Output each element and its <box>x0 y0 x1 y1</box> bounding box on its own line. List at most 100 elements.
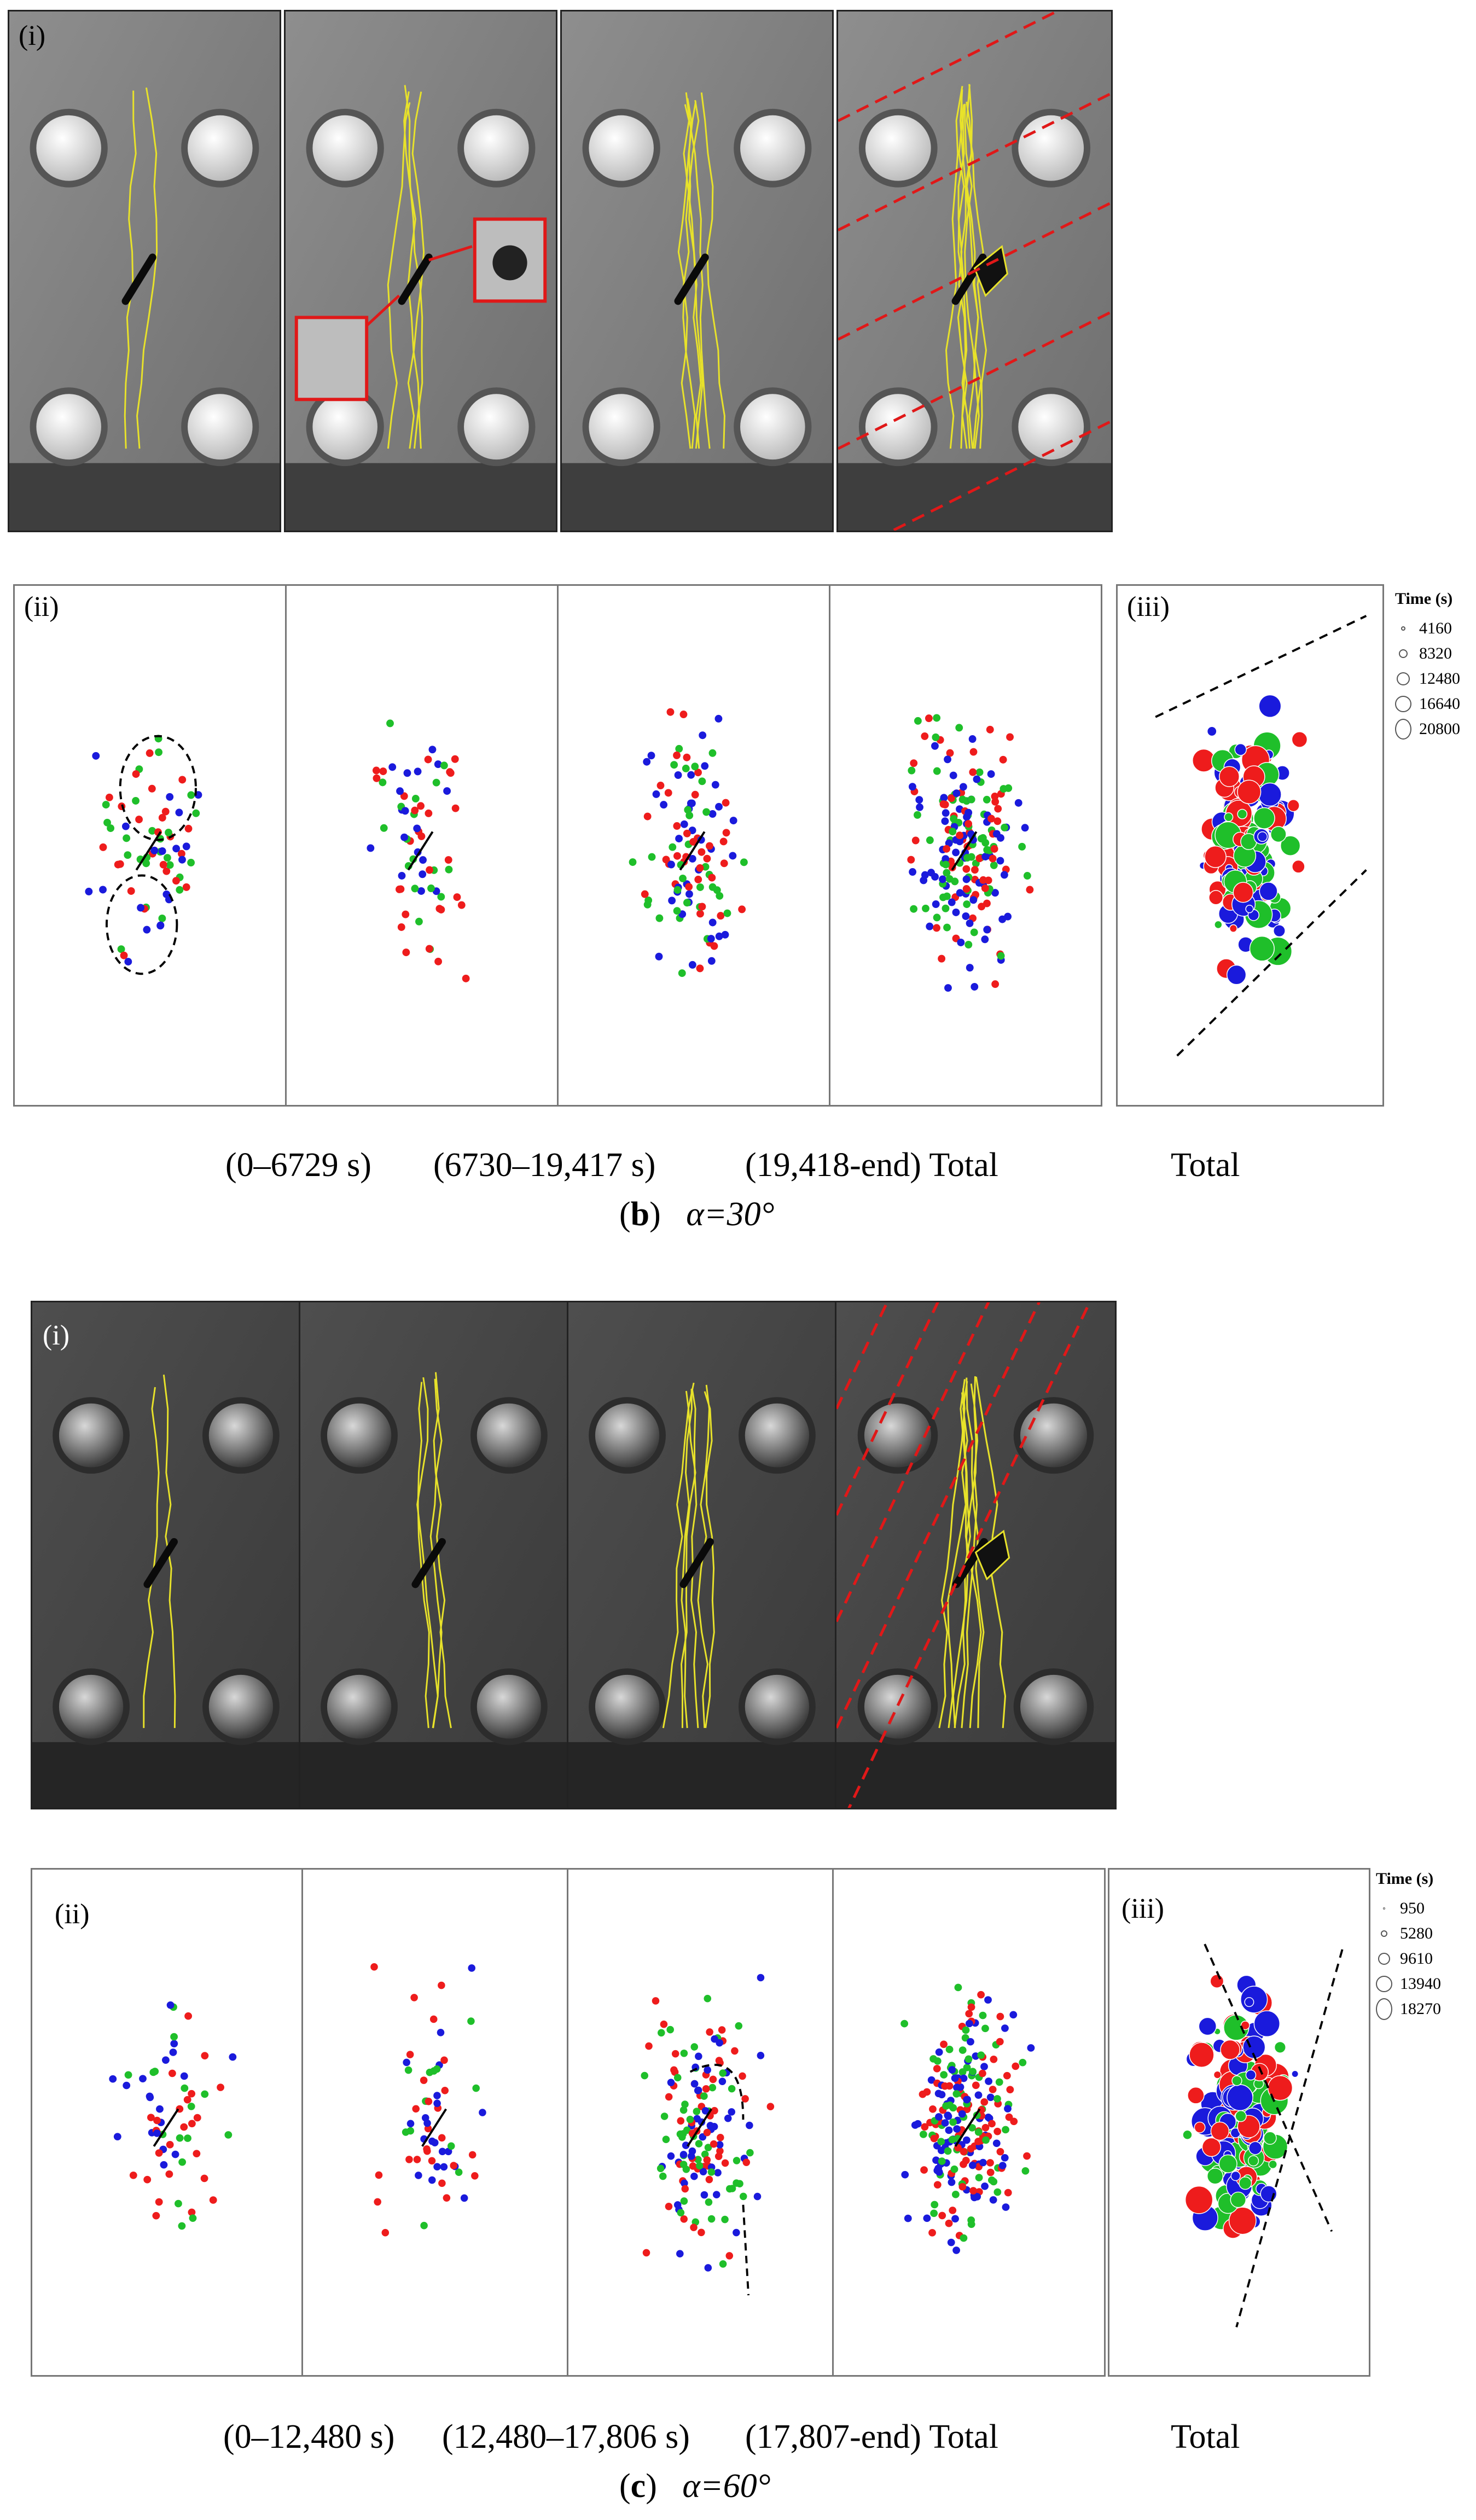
event-point <box>665 2093 673 2101</box>
bolt-head <box>312 394 377 460</box>
event-point <box>683 829 691 837</box>
event-point <box>984 2113 992 2121</box>
event-point <box>682 764 690 772</box>
event-point <box>721 2215 729 2224</box>
spalling <box>974 1529 1010 1581</box>
event-point <box>915 796 923 804</box>
failure-plane <box>836 1302 990 1622</box>
event-point <box>420 2076 428 2084</box>
event-point <box>700 2191 708 2199</box>
event-point <box>189 2214 197 2222</box>
event-point <box>933 767 941 775</box>
event-point <box>920 876 928 884</box>
specimen-image <box>568 1302 836 1808</box>
event-point <box>711 2035 718 2043</box>
event-point <box>914 717 922 725</box>
event-point <box>162 867 171 875</box>
event-bubble <box>1187 2086 1205 2104</box>
event-point <box>680 2197 688 2205</box>
event-point <box>904 2214 912 2222</box>
event-point <box>993 2127 1002 2135</box>
event-point <box>450 2162 457 2169</box>
event-point <box>728 2085 736 2093</box>
event-point <box>156 2105 164 2113</box>
event-point <box>938 2091 946 2099</box>
event-point <box>683 899 691 907</box>
event-point <box>679 2106 688 2114</box>
event-point <box>933 2181 942 2189</box>
event-point <box>930 2134 938 2143</box>
event-point <box>1002 2203 1010 2211</box>
event-point <box>715 932 723 940</box>
event-point <box>963 900 971 909</box>
event-point <box>990 845 998 853</box>
event-point <box>708 874 716 882</box>
crack-line <box>403 91 422 449</box>
event-point <box>659 2172 667 2180</box>
event-point <box>415 917 423 926</box>
crack-line <box>136 87 158 449</box>
event-point <box>708 810 717 818</box>
event-point <box>911 836 920 845</box>
event-point <box>717 912 725 920</box>
event-point <box>411 795 420 803</box>
crack-line <box>416 1377 439 1729</box>
legend-item: 8320 <box>1395 641 1460 666</box>
event-point <box>982 2136 990 2144</box>
event-point <box>952 789 961 798</box>
event-point <box>946 2101 954 2109</box>
event-point <box>643 758 651 766</box>
event-point <box>1006 733 1014 741</box>
event-point <box>668 897 676 905</box>
bolt-head <box>589 394 654 460</box>
event-point <box>410 1994 418 2001</box>
zoom-arrow <box>365 294 400 327</box>
event-scatter <box>629 708 748 977</box>
event-point <box>968 735 977 743</box>
event-point <box>967 795 975 804</box>
event-point <box>951 2074 959 2082</box>
bolt-head <box>595 1403 660 1468</box>
event-point <box>99 843 107 851</box>
event-point <box>188 2120 196 2128</box>
event-point <box>941 817 949 825</box>
event-point <box>423 2147 431 2155</box>
event-bubble <box>1189 2042 1214 2068</box>
event-point <box>165 2170 173 2178</box>
event-point <box>1000 785 1008 793</box>
fracture-trend <box>1235 1949 1344 2327</box>
event-point <box>411 884 419 893</box>
event-point <box>941 800 949 808</box>
event-point <box>690 2172 698 2180</box>
event-point <box>170 2040 178 2047</box>
event-point <box>123 834 131 842</box>
event-point <box>397 923 405 931</box>
event-point <box>686 2115 694 2123</box>
event-point <box>968 2161 977 2169</box>
specimen-image <box>562 11 832 531</box>
crack-line <box>417 1382 430 1729</box>
flaw-line <box>407 831 434 871</box>
event-bubble <box>1291 2070 1299 2078</box>
event-point <box>706 842 713 850</box>
event-bubble <box>1253 807 1275 829</box>
failure-plane <box>836 1302 1041 1729</box>
event-point <box>667 860 675 869</box>
event-point <box>153 2129 161 2137</box>
event-point <box>443 787 451 795</box>
event-point <box>177 849 185 858</box>
event-point <box>158 914 166 922</box>
specimen-image <box>300 1302 568 1808</box>
caption-range-b-3: (19,418-end) Total <box>745 1146 998 1184</box>
event-point <box>997 952 1005 960</box>
bolt-head <box>1018 115 1084 181</box>
event-point <box>155 2149 163 2157</box>
event-point <box>923 2214 931 2222</box>
event-point <box>401 807 409 815</box>
event-point <box>180 2123 188 2131</box>
caption-range-b-4: Total <box>1171 1146 1240 1184</box>
bolt-head <box>1020 1403 1088 1468</box>
event-point <box>925 714 933 723</box>
figure-c-photo-strip: (i) <box>31 1301 1117 1809</box>
photo-b-1 <box>8 10 281 532</box>
